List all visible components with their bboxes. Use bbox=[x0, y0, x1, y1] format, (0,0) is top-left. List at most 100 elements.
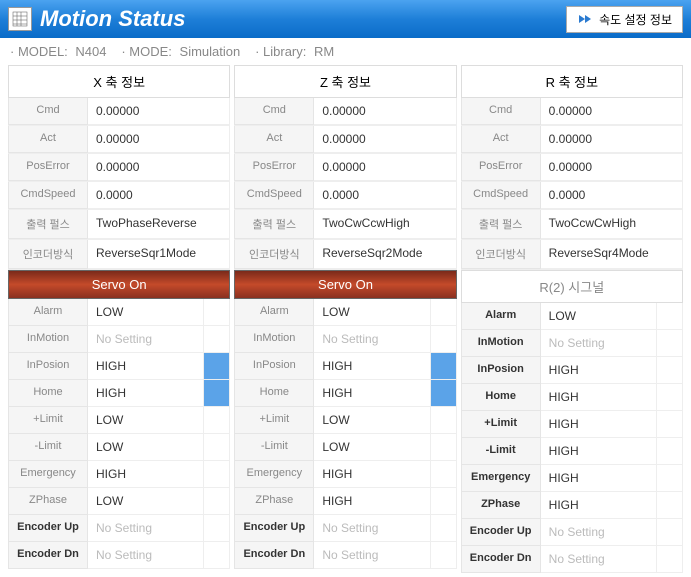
signal-indicator bbox=[657, 465, 683, 492]
info-value: 0.00000 bbox=[541, 154, 683, 181]
signal-row: +LimitLOW bbox=[8, 407, 230, 434]
info-value: 0.00000 bbox=[314, 154, 456, 181]
signal-indicator bbox=[657, 519, 683, 546]
signal-row: AlarmLOW bbox=[8, 299, 230, 326]
axis-column: Z 축 정보Cmd0.00000Act0.00000PosError0.0000… bbox=[234, 65, 456, 573]
info-value: 0.00000 bbox=[88, 154, 230, 181]
signal-value: No Setting bbox=[314, 515, 430, 542]
info-label: Act bbox=[461, 126, 541, 153]
info-row: CmdSpeed0.0000 bbox=[234, 182, 456, 210]
signal-value: No Setting bbox=[88, 542, 204, 569]
signal-value: LOW bbox=[88, 434, 204, 461]
info-value: ReverseSqr4Mode bbox=[541, 240, 683, 269]
signal-value: HIGH bbox=[541, 411, 657, 438]
info-row: 출력 펄스TwoPhaseReverse bbox=[8, 210, 230, 240]
signal-label: Encoder Dn bbox=[234, 542, 314, 569]
signal-header[interactable]: R(2) 시그널 bbox=[461, 270, 683, 303]
signal-header[interactable]: Servo On bbox=[8, 270, 230, 299]
info-value: ReverseSqr2Mode bbox=[314, 240, 456, 269]
signal-row: ZPhaseHIGH bbox=[461, 492, 683, 519]
signal-indicator bbox=[657, 384, 683, 411]
info-label: 인코더방식 bbox=[8, 240, 88, 269]
signal-value: HIGH bbox=[541, 438, 657, 465]
info-label: PosError bbox=[234, 154, 314, 181]
signal-value: No Setting bbox=[314, 326, 430, 353]
signal-label: Emergency bbox=[8, 461, 88, 488]
signal-value: LOW bbox=[314, 299, 430, 326]
info-label: Cmd bbox=[234, 98, 314, 125]
signal-indicator bbox=[204, 353, 230, 380]
info-label: 출력 펄스 bbox=[461, 210, 541, 239]
window-title: Motion Status bbox=[40, 6, 185, 32]
info-row: 인코더방식ReverseSqr1Mode bbox=[8, 240, 230, 270]
signal-indicator bbox=[431, 407, 457, 434]
info-value: 0.0000 bbox=[314, 182, 456, 209]
signal-value: HIGH bbox=[541, 465, 657, 492]
signal-row: HomeHIGH bbox=[461, 384, 683, 411]
info-label: 출력 펄스 bbox=[8, 210, 88, 239]
signal-label: Encoder Dn bbox=[8, 542, 88, 569]
signal-label: Encoder Dn bbox=[461, 546, 541, 573]
speed-settings-button[interactable]: 속도 설정 정보 bbox=[566, 6, 683, 33]
signal-label: InPosion bbox=[8, 353, 88, 380]
library-label: · Library: bbox=[255, 44, 306, 59]
axis-title: X 축 정보 bbox=[8, 65, 230, 98]
info-row: PosError0.00000 bbox=[234, 154, 456, 182]
signal-indicator bbox=[657, 546, 683, 573]
signal-indicator bbox=[657, 411, 683, 438]
signal-label: -Limit bbox=[234, 434, 314, 461]
signal-indicator bbox=[431, 515, 457, 542]
signal-value: No Setting bbox=[541, 330, 657, 357]
signal-label: Home bbox=[234, 380, 314, 407]
signal-row: AlarmLOW bbox=[461, 303, 683, 330]
signal-row: HomeHIGH bbox=[234, 380, 456, 407]
info-label: PosError bbox=[8, 154, 88, 181]
signal-indicator bbox=[204, 326, 230, 353]
signal-row: Encoder UpNo Setting bbox=[8, 515, 230, 542]
model-value: N404 bbox=[75, 44, 106, 59]
signal-indicator bbox=[204, 407, 230, 434]
info-label: Act bbox=[234, 126, 314, 153]
signal-value: LOW bbox=[88, 407, 204, 434]
info-value: 0.00000 bbox=[314, 98, 456, 125]
signal-label: -Limit bbox=[8, 434, 88, 461]
signal-label: Emergency bbox=[461, 465, 541, 492]
model-label: · MODEL: bbox=[10, 44, 68, 59]
signal-header[interactable]: Servo On bbox=[234, 270, 456, 299]
signal-indicator bbox=[204, 515, 230, 542]
info-label: Cmd bbox=[461, 98, 541, 125]
info-row: Act0.00000 bbox=[461, 126, 683, 154]
signal-row: AlarmLOW bbox=[234, 299, 456, 326]
play-icon bbox=[577, 13, 593, 25]
window-header: Motion Status 속도 설정 정보 bbox=[0, 0, 691, 38]
info-label: CmdSpeed bbox=[461, 182, 541, 209]
info-row: PosError0.00000 bbox=[461, 154, 683, 182]
signal-value: No Setting bbox=[88, 326, 204, 353]
signal-row: +LimitLOW bbox=[234, 407, 456, 434]
signal-indicator bbox=[431, 488, 457, 515]
info-row: Cmd0.00000 bbox=[234, 98, 456, 126]
signal-row: ZPhaseHIGH bbox=[234, 488, 456, 515]
signal-value: LOW bbox=[314, 407, 430, 434]
info-value: 0.00000 bbox=[314, 126, 456, 153]
info-label: Act bbox=[8, 126, 88, 153]
library-value: RM bbox=[314, 44, 334, 59]
signal-row: InMotionNo Setting bbox=[234, 326, 456, 353]
signal-label: +Limit bbox=[8, 407, 88, 434]
signal-value: HIGH bbox=[541, 384, 657, 411]
signal-value: LOW bbox=[88, 299, 204, 326]
info-value: 0.00000 bbox=[541, 98, 683, 125]
signal-value: HIGH bbox=[88, 353, 204, 380]
signal-label: +Limit bbox=[234, 407, 314, 434]
signal-row: InPosionHIGH bbox=[234, 353, 456, 380]
signal-indicator bbox=[204, 434, 230, 461]
signal-row: HomeHIGH bbox=[8, 380, 230, 407]
signal-indicator bbox=[204, 380, 230, 407]
signal-indicator bbox=[431, 299, 457, 326]
signal-row: Encoder DnNo Setting bbox=[461, 546, 683, 573]
signal-label: Alarm bbox=[234, 299, 314, 326]
info-value: ReverseSqr1Mode bbox=[88, 240, 230, 269]
signal-indicator bbox=[431, 353, 457, 380]
info-row: 인코더방식ReverseSqr4Mode bbox=[461, 240, 683, 270]
signal-indicator bbox=[657, 303, 683, 330]
